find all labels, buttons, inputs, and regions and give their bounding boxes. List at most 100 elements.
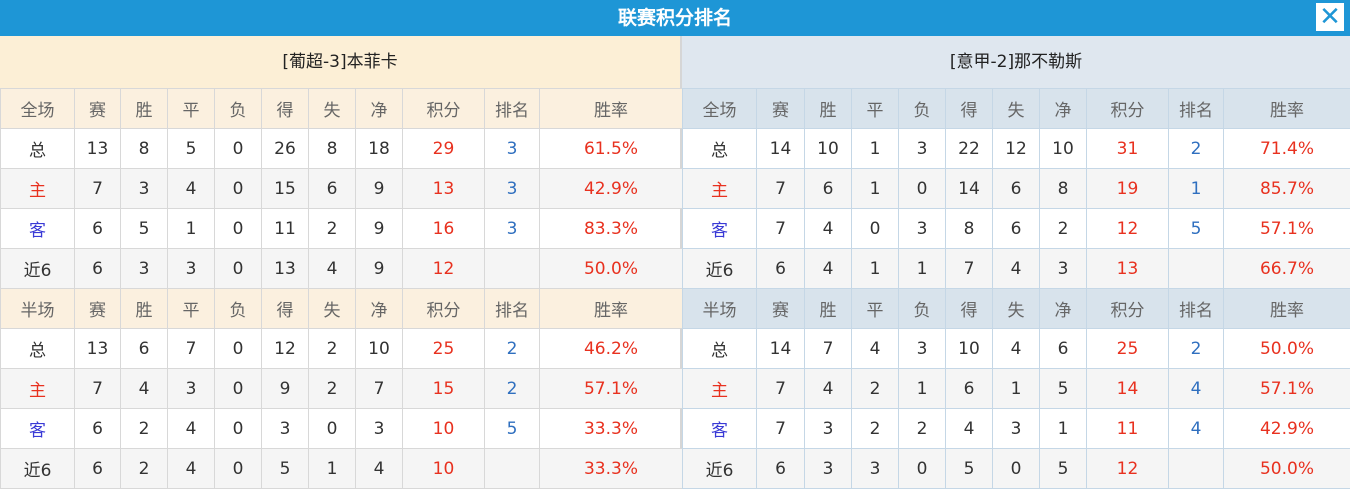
cell: 85.7% xyxy=(1224,169,1350,209)
row-label: 客 xyxy=(1,409,75,449)
cell: 13 xyxy=(262,249,309,289)
cell: 3 xyxy=(121,249,168,289)
cell: 3 xyxy=(356,409,403,449)
column-header: 平 xyxy=(852,289,899,329)
title-bar: 联赛积分排名 ✕ xyxy=(0,0,1350,36)
dialog-title: 联赛积分排名 xyxy=(618,7,732,29)
cell: 11 xyxy=(262,209,309,249)
cell: 0 xyxy=(215,409,262,449)
cell: 0 xyxy=(309,409,356,449)
cell: 5 xyxy=(1169,209,1224,249)
cell: 25 xyxy=(1087,329,1169,369)
cell: 5 xyxy=(946,449,993,489)
cell: 3 xyxy=(121,169,168,209)
section-label: 半场 xyxy=(1,289,75,329)
cell: 9 xyxy=(356,249,403,289)
cell: 1 xyxy=(1040,409,1087,449)
cell: 1 xyxy=(168,209,215,249)
close-icon[interactable]: ✕ xyxy=(1316,3,1344,31)
cell: 3 xyxy=(899,209,946,249)
row-label: 客 xyxy=(683,409,757,449)
cell: 4 xyxy=(946,409,993,449)
cell: 83.3% xyxy=(540,209,683,249)
cell: 15 xyxy=(403,369,485,409)
column-header: 赛 xyxy=(757,289,805,329)
cell: 15 xyxy=(262,169,309,209)
cell: 6 xyxy=(1040,329,1087,369)
column-header: 胜率 xyxy=(1224,289,1350,329)
cell: 3 xyxy=(262,409,309,449)
column-header: 失 xyxy=(309,89,356,129)
cell xyxy=(1169,249,1224,289)
cell: 4 xyxy=(309,249,356,289)
cell: 16 xyxy=(403,209,485,249)
column-header: 平 xyxy=(168,89,215,129)
cell: 3 xyxy=(899,129,946,169)
cell: 5 xyxy=(485,409,540,449)
cell: 5 xyxy=(168,129,215,169)
column-header: 胜 xyxy=(805,89,852,129)
column-header: 负 xyxy=(899,289,946,329)
cell: 4 xyxy=(805,209,852,249)
row-label: 近6 xyxy=(683,449,757,489)
cell: 4 xyxy=(121,369,168,409)
cell: 3 xyxy=(852,449,899,489)
cell: 3 xyxy=(168,369,215,409)
cell: 1 xyxy=(899,369,946,409)
cell: 0 xyxy=(215,209,262,249)
cell: 13 xyxy=(75,329,121,369)
cell: 2 xyxy=(121,409,168,449)
section-label: 全场 xyxy=(1,89,75,129)
column-header: 胜 xyxy=(805,289,852,329)
cell: 57.1% xyxy=(1224,369,1350,409)
row-label: 近6 xyxy=(1,449,75,489)
column-header: 平 xyxy=(168,289,215,329)
cell: 9 xyxy=(356,169,403,209)
cell: 7 xyxy=(757,209,805,249)
cell: 10 xyxy=(356,329,403,369)
cell: 4 xyxy=(1169,369,1224,409)
column-header: 胜 xyxy=(121,289,168,329)
cell: 2 xyxy=(485,369,540,409)
cell: 4 xyxy=(356,449,403,489)
header-row: 全场赛胜平负得失净积分排名胜率 xyxy=(1,89,683,129)
cell: 3 xyxy=(805,449,852,489)
cell: 33.3% xyxy=(540,449,683,489)
cell: 1 xyxy=(899,249,946,289)
column-header: 积分 xyxy=(1087,89,1169,129)
column-header: 排名 xyxy=(485,89,540,129)
cell: 7 xyxy=(946,249,993,289)
cell: 2 xyxy=(1040,209,1087,249)
cell: 1 xyxy=(1169,169,1224,209)
cell: 7 xyxy=(757,369,805,409)
cell: 0 xyxy=(215,329,262,369)
cell: 3 xyxy=(993,409,1040,449)
cell: 11 xyxy=(1087,409,1169,449)
cell: 6 xyxy=(75,409,121,449)
column-header: 胜率 xyxy=(1224,89,1350,129)
cell: 4 xyxy=(993,329,1040,369)
cell: 4 xyxy=(168,169,215,209)
cell: 3 xyxy=(168,249,215,289)
column-header: 胜率 xyxy=(540,89,683,129)
cell: 3 xyxy=(805,409,852,449)
column-header: 得 xyxy=(262,89,309,129)
cell: 6 xyxy=(75,449,121,489)
cell: 4 xyxy=(852,329,899,369)
cell: 1 xyxy=(309,449,356,489)
cell: 9 xyxy=(356,209,403,249)
cell: 14 xyxy=(757,329,805,369)
cell: 6 xyxy=(75,249,121,289)
column-header: 得 xyxy=(946,289,993,329)
cell: 33.3% xyxy=(540,409,683,449)
cell: 46.2% xyxy=(540,329,683,369)
